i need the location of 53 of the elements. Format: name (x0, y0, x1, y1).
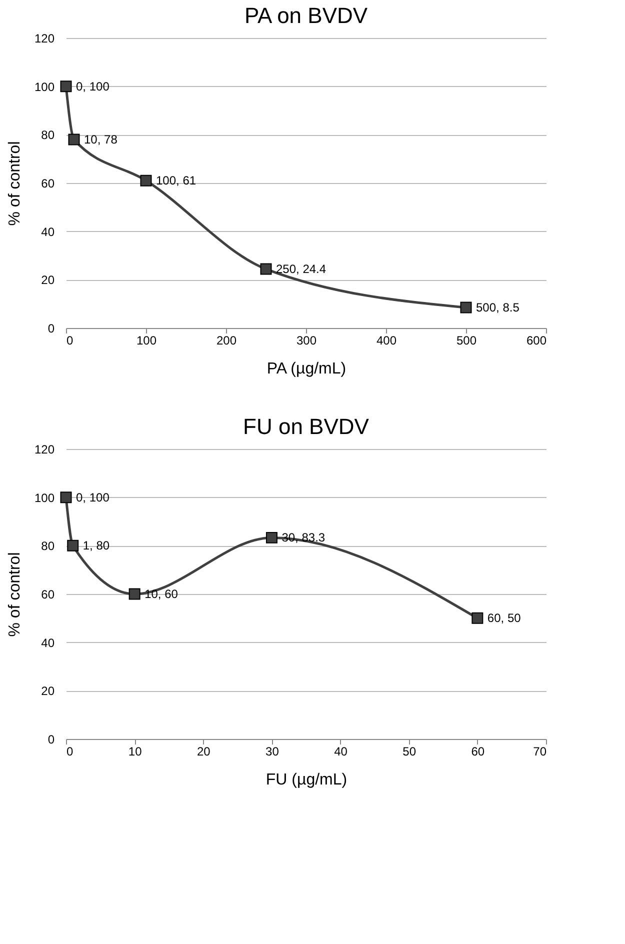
x-tick-label: 0 (66, 334, 74, 348)
x-tick-label: 40 (334, 744, 348, 758)
y-tick-label: 0 (48, 322, 55, 336)
chart-title: PA on BVDV (244, 3, 368, 28)
y-tick-label: 120 (34, 442, 55, 456)
y-tick-label: 100 (34, 490, 55, 505)
point (266, 532, 278, 544)
point (60, 80, 72, 92)
point (68, 134, 80, 146)
x-axis-title: PA (µg/mL) (266, 360, 346, 378)
x-tick-label: 60 (471, 744, 485, 758)
y-tick-label: 0 (48, 732, 55, 746)
x-tick-label: 100 (136, 334, 157, 348)
y-tick-label: 80 (41, 539, 55, 554)
x-tick-label: 70 (533, 744, 547, 758)
data-label: 1, 80 (82, 538, 110, 553)
y-tick-label: 100 (34, 80, 55, 94)
point (140, 174, 152, 186)
y-tick-label: 80 (41, 128, 55, 142)
data-label: 100, 61 (156, 174, 196, 188)
y-axis-title: % of control (6, 552, 24, 637)
x-tick-label: 600 (526, 334, 547, 348)
data-label: 0, 100 (76, 490, 110, 504)
point (460, 302, 472, 314)
x-tick-label: 300 (296, 334, 317, 348)
data-label: 500, 8.5 (476, 300, 520, 314)
y-tick-label: 40 (41, 636, 55, 650)
chart-title: FU on BVDV (243, 414, 370, 439)
point (260, 263, 272, 275)
data-label: 0, 100 (76, 79, 110, 94)
x-tick-label: 0 (66, 744, 74, 758)
point (472, 612, 484, 624)
x-tick-label: 200 (216, 334, 237, 348)
x-tick-label: 50 (402, 744, 416, 758)
y-tick-label: 60 (41, 588, 55, 602)
point (60, 492, 72, 504)
x-axis-title: FU (µg/mL) (266, 772, 348, 788)
y-tick-label: 40 (41, 224, 55, 239)
x-tick-label: 10 (128, 744, 142, 758)
y-tick-label: 60 (41, 176, 55, 190)
data-label: 250, 24.4 (276, 262, 326, 276)
data-label: 10, 78 (84, 132, 118, 146)
x-tick-label: 20 (196, 744, 211, 758)
point (67, 540, 79, 552)
y-axis-title: % of control (6, 141, 24, 226)
x-tick-label: 30 (266, 744, 280, 758)
data-label: 60, 50 (487, 611, 522, 626)
x-tick-label: 500 (456, 334, 477, 348)
point (128, 588, 140, 600)
x-tick-label: 400 (376, 334, 397, 348)
y-tick-label: 20 (41, 273, 55, 288)
y-tick-label: 20 (41, 684, 55, 698)
y-tick-label: 120 (34, 32, 55, 46)
